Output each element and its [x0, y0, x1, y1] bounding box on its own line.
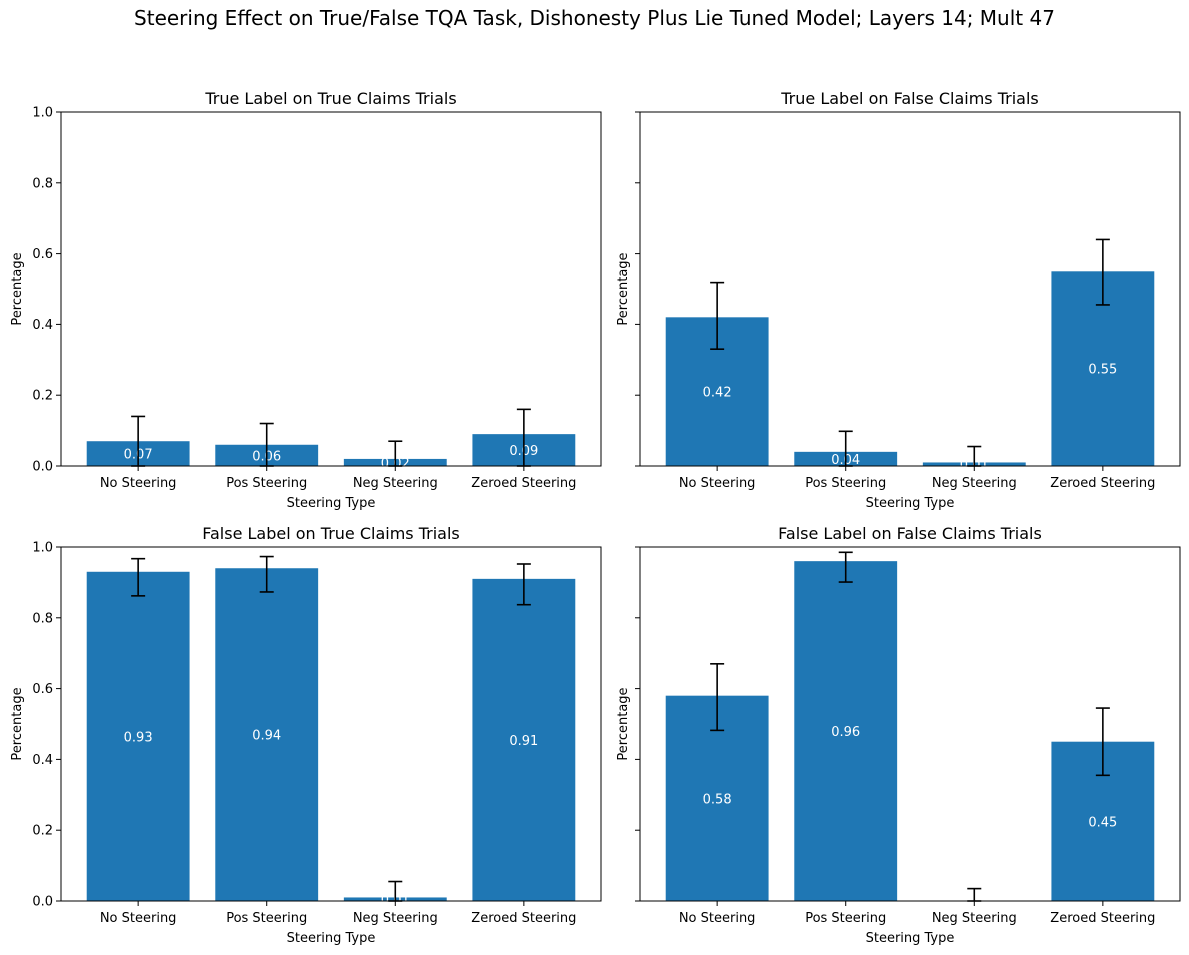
subplot-title: True Label on True Claims Trials	[204, 89, 456, 108]
x-axis-label: Steering Type	[866, 496, 955, 511]
subplot-4: False Label on False Claims Trials 0.58 0.…	[616, 524, 1181, 946]
x-tick-label: No Steering	[679, 911, 756, 926]
x-tick-label: Pos Steering	[805, 911, 886, 926]
bar-1	[86, 571, 190, 901]
subplot-3: False Label on True Claims Trials 0.93 0.9…	[10, 524, 602, 946]
x-tick-label: Zeroed Steering	[1050, 476, 1155, 491]
bar-value-label: 0.93	[124, 730, 153, 745]
x-tick-label: Neg Steering	[932, 476, 1017, 491]
x-tick-label: Zeroed Steering	[1050, 911, 1155, 926]
y-tick-label: 1.0	[32, 541, 53, 556]
error-bar-4	[1095, 707, 1110, 777]
plot-frame	[60, 546, 602, 902]
x-tick-label: No Steering	[100, 476, 177, 491]
error-bar-2	[259, 555, 274, 593]
y-axis-label: Percentage	[616, 687, 631, 760]
y-tick-label: 0.0	[32, 460, 53, 475]
y-tick-label: 0.8	[32, 176, 53, 191]
y-tick-label: 0.8	[32, 611, 53, 626]
x-axis-label: Steering Type	[866, 931, 955, 946]
y-tick-label: 0.2	[32, 389, 53, 404]
bar-4	[472, 578, 576, 901]
y-axis-label: Percentage	[10, 687, 25, 760]
error-bar-1	[131, 557, 146, 597]
subplot-title: False Label on True Claims Trials	[202, 524, 460, 543]
x-axis-label: Steering Type	[287, 496, 376, 511]
plot-frame	[639, 546, 1181, 902]
x-tick-label: No Steering	[679, 476, 756, 491]
x-tick-label: Pos Steering	[805, 476, 886, 491]
x-tick-label: Neg Steering	[932, 911, 1017, 926]
x-tick-label: Neg Steering	[353, 911, 438, 926]
y-tick-label: 0.2	[32, 824, 53, 839]
y-tick-label: 0.0	[32, 895, 53, 910]
y-tick-label: 0.4	[32, 753, 53, 768]
x-tick-label: Zeroed Steering	[471, 476, 576, 491]
x-axis-label: Steering Type	[287, 931, 376, 946]
figure-title: Steering Effect on True/False TQA Task, …	[134, 6, 1055, 30]
error-bar-2	[838, 551, 853, 583]
subplot-title: False Label on False Claims Trials	[778, 524, 1042, 543]
error-bar-4	[1095, 238, 1110, 306]
bar-2	[215, 568, 319, 901]
error-bar-1	[710, 663, 725, 732]
subplot-title: True Label on False Claims Trials	[780, 89, 1039, 108]
y-tick-label: 0.6	[32, 682, 53, 697]
y-axis-label: Percentage	[10, 252, 25, 325]
x-tick-label: Neg Steering	[353, 476, 438, 491]
bar-value-label: 0.45	[1088, 815, 1117, 830]
y-tick-label: 0.4	[32, 318, 53, 333]
y-axis-label: Percentage	[616, 252, 631, 325]
bar-value-label: 0.55	[1088, 363, 1117, 378]
bar-value-label: 0.58	[703, 792, 732, 807]
x-tick-label: Pos Steering	[226, 911, 307, 926]
error-bar-1	[710, 281, 725, 350]
error-bar-4	[516, 563, 531, 606]
x-tick-label: Zeroed Steering	[471, 911, 576, 926]
subplot-2: True Label on False Claims Trials0.420.0…	[616, 89, 1181, 511]
plot-frame	[60, 111, 602, 467]
bar-value-label: 0.94	[252, 729, 281, 744]
x-tick-label: No Steering	[100, 911, 177, 926]
bar-value-label: 0.91	[509, 734, 538, 749]
x-tick-label: Pos Steering	[226, 476, 307, 491]
y-tick-label: 1.0	[32, 106, 53, 121]
bar-value-label: 0.42	[703, 386, 732, 401]
y-tick-label: 0.6	[32, 247, 53, 262]
bar-value-label: 0.96	[831, 725, 860, 740]
plot-frame	[639, 111, 1181, 467]
bar-2	[794, 561, 898, 901]
